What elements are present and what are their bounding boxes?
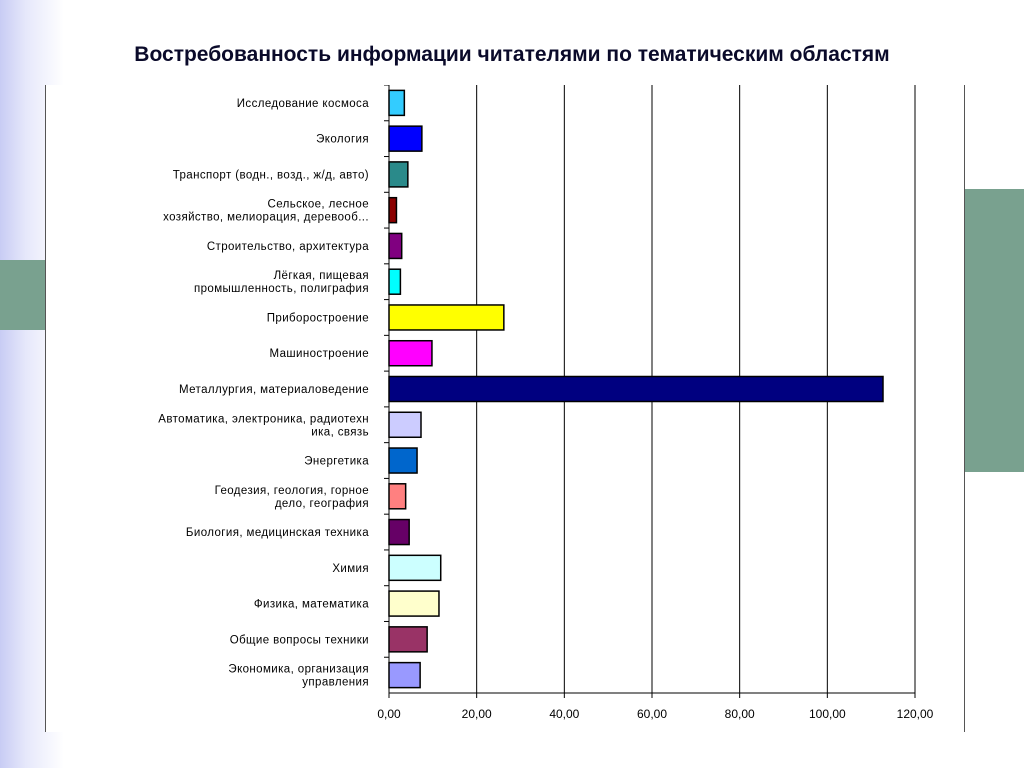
slide-title: Востребованность информации читателями п… xyxy=(134,43,890,66)
category-label: Сельское, лесное xyxy=(267,199,369,211)
bar xyxy=(388,518,410,546)
category-label: Металлургия, материаловедение xyxy=(179,384,369,396)
bar xyxy=(388,232,403,260)
chart-frame: 0,00 20,00 40,00 60,00 80,00 100,00 120,00 Иссл… xyxy=(45,85,965,732)
bar xyxy=(388,304,505,331)
bar xyxy=(388,661,421,689)
category-label: Общие вопросы техники xyxy=(230,634,369,646)
category-label: Геодезия, геология, горное xyxy=(215,485,369,497)
bar xyxy=(388,447,418,474)
category-label: Экология xyxy=(316,134,369,146)
bar xyxy=(388,125,423,152)
category-label: Биология, медицинская техника xyxy=(186,527,369,539)
category-label: ика, связь xyxy=(311,426,369,438)
category-label: Транспорт (водн., возд., ж/д, авто) xyxy=(173,169,369,181)
x-tick-label: 120,00 xyxy=(897,707,934,721)
category-label: дело, география xyxy=(275,498,369,510)
bar xyxy=(388,196,398,224)
bar xyxy=(388,161,409,188)
decorative-right-block xyxy=(963,189,1024,472)
category-label: промышленность, полиграфия xyxy=(194,283,369,295)
x-tick-label: 0,00 xyxy=(377,707,401,721)
category-label: Автоматика, электроника, радиотехн xyxy=(158,413,369,425)
bar xyxy=(388,590,440,617)
bar xyxy=(388,339,433,367)
bar-chart: 0,00 20,00 40,00 60,00 80,00 100,00 120,00 Иссл… xyxy=(158,85,934,721)
category-label: Приборостроение xyxy=(267,312,369,324)
category-label: Химия xyxy=(332,563,369,575)
x-tick-label: 80,00 xyxy=(725,707,755,721)
category-label: Физика, математика xyxy=(254,599,369,611)
bar xyxy=(388,411,422,439)
category-label: Лёгкая, пищевая xyxy=(274,270,369,282)
bar xyxy=(388,554,442,582)
category-label: Энергетика xyxy=(304,456,369,468)
x-tick-label: 40,00 xyxy=(549,707,579,721)
category-label: Исследование космоса xyxy=(237,98,369,110)
x-tick-label: 100,00 xyxy=(809,707,846,721)
category-label: Строительство, архитектура xyxy=(207,241,369,253)
bar xyxy=(388,626,428,653)
x-tick-label: 20,00 xyxy=(462,707,492,721)
bar xyxy=(388,89,406,117)
decorative-left-block xyxy=(0,260,46,330)
x-tick-label: 60,00 xyxy=(637,707,667,721)
bar xyxy=(388,483,407,510)
bar xyxy=(388,375,884,403)
bar xyxy=(388,268,402,295)
category-label: Машиностроение xyxy=(270,348,369,360)
category-label: Экономика, организация xyxy=(228,664,369,676)
category-label: хозяйство, мелиорация, деревооб... xyxy=(163,212,369,224)
category-label: управления xyxy=(302,677,369,689)
